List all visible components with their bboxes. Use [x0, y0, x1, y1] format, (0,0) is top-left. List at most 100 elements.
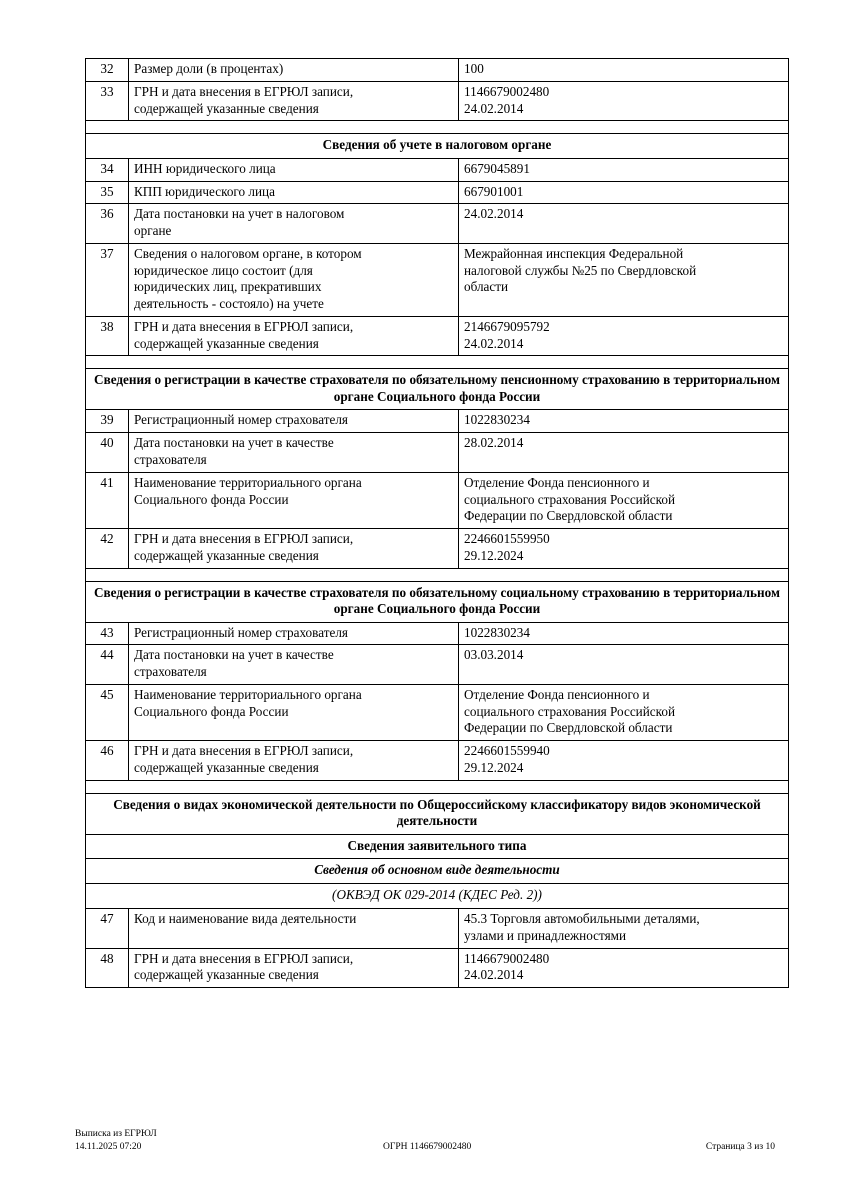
- egrul-data-table: 32 Размер доли (в процентах) 100 33 ГРН и да…: [85, 58, 789, 989]
- table-row: 48 ГРН и дата внесения в ЕГРЮЛ записи, со…: [85, 947, 789, 989]
- section-header: Сведения о регистрации в качестве страхо…: [85, 368, 789, 411]
- row-label: Код и наименование вида деятельности: [128, 908, 459, 949]
- row-value: 100: [458, 58, 789, 82]
- table-row: 45 Наименование территориального органа С…: [85, 683, 789, 742]
- row-number: 46: [85, 740, 129, 781]
- footer-page-number: Страница 3 из 10: [705, 1142, 775, 1152]
- table-row: 44 Дата постановки на учет в качестве стр…: [85, 644, 789, 685]
- table-spacer-cell: [85, 355, 789, 370]
- row-value: 2246601559940 29.12.2024: [458, 740, 789, 781]
- section-subheader-row: (ОКВЭД ОК 029-2014 (КДЕС Ред. 2)): [85, 883, 789, 909]
- row-number: 32: [85, 58, 129, 82]
- row-label: Размер доли (в процентах): [128, 58, 459, 82]
- table-row: 35 КПП юридического лица 667901001: [85, 180, 789, 205]
- section-header: Сведения об учете в налоговом органе: [85, 133, 789, 159]
- table-row: 37 Сведения о налоговом органе, в котором…: [85, 242, 789, 317]
- table-row: 40 Дата постановки на учет в качестве стр…: [85, 432, 789, 473]
- row-value: 1022830234: [458, 409, 789, 434]
- row-number: 39: [85, 409, 129, 434]
- row-label: ИНН юридического лица: [128, 157, 459, 182]
- row-value: 2146679095792 24.02.2014: [458, 315, 789, 357]
- row-value: 45.3 Торговля автомобильными деталями, у…: [458, 908, 789, 949]
- footer-ogrn: ОГРН 1146679002480: [383, 1142, 472, 1152]
- row-number: 45: [85, 683, 129, 742]
- section-header: Сведения о видах экономической деятельно…: [85, 792, 789, 835]
- row-label: ГРН и дата внесения в ЕГРЮЛ записи, соде…: [128, 528, 459, 569]
- row-value: Отделение Фонда пенсионного и социальног…: [458, 471, 789, 530]
- table-row: 42 ГРН и дата внесения в ЕГРЮЛ записи, со…: [85, 528, 789, 569]
- table-spacer-row: [85, 567, 789, 582]
- row-label: Дата постановки на учет в качестве страх…: [128, 432, 459, 473]
- table-row: 43 Регистрационный номер страхователя 1022…: [85, 621, 789, 646]
- table-spacer-cell: [85, 567, 789, 582]
- section-subheader: (ОКВЭД ОК 029-2014 (КДЕС Ред. 2)): [85, 883, 789, 909]
- table-spacer-row: [85, 120, 789, 135]
- table-row: 38 ГРН и дата внесения в ЕГРЮЛ записи, со…: [85, 315, 789, 357]
- row-number: 41: [85, 471, 129, 530]
- section-subheader: Сведения заявительного типа: [85, 833, 789, 860]
- section-header-row: Сведения об учете в налоговом органе: [85, 133, 789, 159]
- section-header-row: Сведения о видах экономической деятельно…: [85, 792, 789, 835]
- table-spacer-row: [85, 779, 789, 794]
- table-row: 47 Код и наименование вида деятельности 45…: [85, 908, 789, 949]
- page-footer: Выписка из ЕГРЮЛ 14.11.2025 07:20 ОГРН 1…: [75, 1128, 775, 1154]
- row-number: 35: [85, 180, 129, 205]
- row-value: 667901001: [458, 180, 789, 205]
- row-number: 42: [85, 528, 129, 569]
- row-value: 2246601559950 29.12.2024: [458, 528, 789, 569]
- row-number: 36: [85, 203, 129, 244]
- row-label: ГРН и дата внесения в ЕГРЮЛ записи, соде…: [128, 80, 459, 122]
- row-number: 48: [85, 947, 129, 989]
- section-header: Сведения о регистрации в качестве страхо…: [85, 580, 789, 623]
- row-number: 34: [85, 157, 129, 182]
- row-label: Сведения о налоговом органе, в котором ю…: [128, 242, 459, 317]
- row-label: КПП юридического лица: [128, 180, 459, 205]
- section-header-row: Сведения о регистрации в качестве страхо…: [85, 368, 789, 411]
- row-value: Отделение Фонда пенсионного и социальног…: [458, 683, 789, 742]
- table-spacer-cell: [85, 779, 789, 794]
- row-number: 43: [85, 621, 129, 646]
- row-label: ГРН и дата внесения в ЕГРЮЛ записи, соде…: [128, 947, 459, 989]
- footer-row-1: Выписка из ЕГРЮЛ: [75, 1128, 775, 1141]
- row-label: Регистрационный номер страхователя: [128, 621, 459, 646]
- section-subheader-row: Сведения заявительного типа: [85, 833, 789, 860]
- footer-timestamp: 14.11.2025 07:20: [75, 1142, 142, 1152]
- table-row: 34 ИНН юридического лица 6679045891: [85, 157, 789, 182]
- row-label: ГРН и дата внесения в ЕГРЮЛ записи, соде…: [128, 740, 459, 781]
- table-row: 39 Регистрационный номер страхователя 1022…: [85, 409, 789, 434]
- row-value: 28.02.2014: [458, 432, 789, 473]
- row-value: 24.02.2014: [458, 203, 789, 244]
- footer-row-2: 14.11.2025 07:20 ОГРН 1146679002480 Стра…: [75, 1141, 775, 1154]
- row-value: 1022830234: [458, 621, 789, 646]
- row-label: Дата постановки на учет в качестве страх…: [128, 644, 459, 685]
- section-subheader: Сведения об основном виде деятельности: [85, 858, 789, 885]
- row-number: 47: [85, 908, 129, 949]
- table-row: 41 Наименование территориального органа С…: [85, 471, 789, 530]
- row-value: 1146679002480 24.02.2014: [458, 947, 789, 989]
- row-number: 40: [85, 432, 129, 473]
- row-label: Дата постановки на учет в налоговом орга…: [128, 203, 459, 244]
- table-spacer-cell: [85, 120, 789, 135]
- row-label: ГРН и дата внесения в ЕГРЮЛ записи, соде…: [128, 315, 459, 357]
- row-label: Наименование территориального органа Соц…: [128, 471, 459, 530]
- table-body: 32 Размер доли (в процентах) 100 33 ГРН и да…: [85, 58, 789, 989]
- table-spacer-row: [85, 355, 789, 370]
- table-row: 32 Размер доли (в процентах) 100: [85, 58, 789, 82]
- table-row: 33 ГРН и дата внесения в ЕГРЮЛ записи, со…: [85, 80, 789, 122]
- table-row: 46 ГРН и дата внесения в ЕГРЮЛ записи, со…: [85, 740, 789, 781]
- row-label: Регистрационный номер страхователя: [128, 409, 459, 434]
- table-row: 36 Дата постановки на учет в налоговом ор…: [85, 203, 789, 244]
- footer-document-name: Выписка из ЕГРЮЛ: [75, 1129, 157, 1139]
- section-header-row: Сведения о регистрации в качестве страхо…: [85, 580, 789, 623]
- section-subheader-row: Сведения об основном виде деятельности: [85, 858, 789, 885]
- row-number: 38: [85, 315, 129, 357]
- row-number: 44: [85, 644, 129, 685]
- row-value: 03.03.2014: [458, 644, 789, 685]
- row-value: 6679045891: [458, 157, 789, 182]
- row-label: Наименование территориального органа Соц…: [128, 683, 459, 742]
- row-value: Межрайонная инспекция Федеральной налого…: [458, 242, 789, 317]
- row-number: 37: [85, 242, 129, 317]
- row-value: 1146679002480 24.02.2014: [458, 80, 789, 122]
- row-number: 33: [85, 80, 129, 122]
